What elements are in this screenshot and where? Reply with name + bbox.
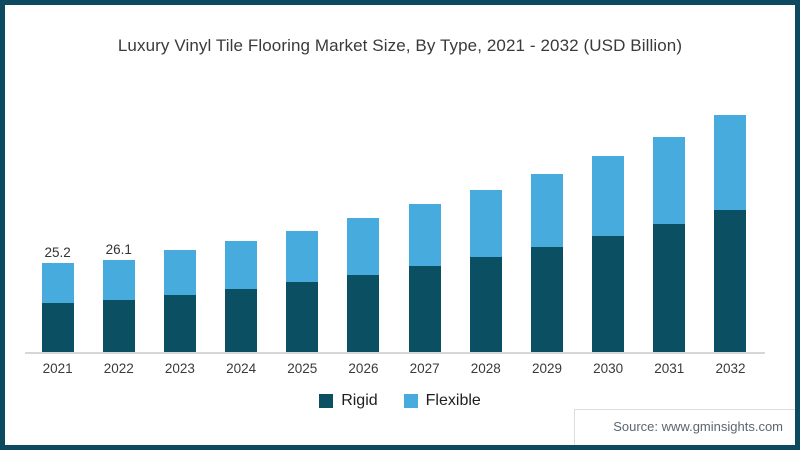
bar-stack bbox=[714, 114, 747, 352]
bar-stack bbox=[530, 174, 563, 352]
chart-title: Luxury Vinyl Tile Flooring Market Size, … bbox=[117, 36, 683, 55]
bar-stack bbox=[102, 259, 135, 352]
x-axis-label-2022: 2022 bbox=[103, 361, 134, 376]
plot-area: 25.2 26.1 bbox=[27, 100, 761, 352]
legend-item-flexible: Flexible bbox=[403, 392, 481, 410]
bar-segment-rigid bbox=[592, 236, 625, 352]
bar-stack bbox=[225, 240, 258, 352]
bar-value-label: 26.1 bbox=[105, 242, 132, 257]
bar-segment-rigid bbox=[102, 299, 135, 352]
bar-segment-rigid bbox=[163, 295, 196, 352]
bar-segment-flexible bbox=[102, 259, 135, 300]
legend: Rigid Flexible bbox=[5, 392, 795, 410]
x-axis-labels: 2021 2022 2023 2024 2025 2026 2027 2028 2029 2030… bbox=[27, 361, 761, 376]
bar-segment-flexible bbox=[653, 136, 686, 225]
bar-group-2025 bbox=[272, 100, 333, 352]
bar-segment-rigid bbox=[225, 288, 258, 352]
bar-segment-flexible bbox=[530, 174, 563, 247]
bar-group-2030 bbox=[578, 100, 639, 352]
bar-segment-flexible bbox=[592, 156, 625, 237]
x-axis-label-2027: 2027 bbox=[409, 361, 440, 376]
bar-stack bbox=[41, 262, 74, 352]
bar-stack bbox=[163, 250, 196, 352]
x-axis-label-2031: 2031 bbox=[654, 361, 685, 376]
bar-group-2029 bbox=[516, 100, 577, 352]
bar-segment-flexible bbox=[714, 114, 747, 210]
legend-label: Rigid bbox=[341, 392, 378, 409]
bar-segment-flexible bbox=[408, 203, 441, 266]
bar-stack bbox=[347, 218, 380, 352]
bar-segment-flexible bbox=[41, 262, 74, 303]
bar-stack bbox=[592, 156, 625, 352]
legend-item-rigid: Rigid bbox=[319, 392, 378, 410]
bar-segment-flexible bbox=[469, 189, 502, 257]
legend-label: Flexible bbox=[425, 392, 481, 409]
bar-group-2022: 26.1 bbox=[88, 100, 149, 352]
x-axis-label-2023: 2023 bbox=[164, 361, 195, 376]
x-axis-label-2026: 2026 bbox=[348, 361, 379, 376]
bar-group-2031 bbox=[639, 100, 700, 352]
bar-segment-flexible bbox=[225, 240, 258, 289]
bar-group-2024 bbox=[211, 100, 272, 352]
bar-stack bbox=[469, 189, 502, 352]
bar-value-label: 25.2 bbox=[44, 245, 71, 261]
x-axis-label-2024: 2024 bbox=[226, 361, 257, 376]
x-axis-label-2030: 2030 bbox=[593, 361, 624, 376]
x-axis-label-2032: 2032 bbox=[715, 361, 746, 376]
x-axis-line bbox=[25, 352, 765, 354]
x-axis-label-2028: 2028 bbox=[470, 361, 501, 376]
bar-segment-flexible bbox=[163, 250, 196, 296]
bar-group-2028 bbox=[455, 100, 516, 352]
bar-group-2032 bbox=[700, 100, 761, 352]
x-axis-label-2025: 2025 bbox=[287, 361, 318, 376]
bar-stack bbox=[408, 203, 441, 352]
bar-group-2027 bbox=[394, 100, 455, 352]
bar-segment-flexible bbox=[286, 230, 319, 283]
bar-segment-rigid bbox=[530, 246, 563, 352]
bar-segment-rigid bbox=[286, 282, 319, 352]
bar-segment-rigid bbox=[653, 224, 686, 352]
bar-segment-flexible bbox=[347, 218, 380, 276]
bar-group-2023 bbox=[149, 100, 210, 352]
legend-swatch-flexible bbox=[403, 394, 418, 408]
bar-group-2026 bbox=[333, 100, 394, 352]
x-axis-label-2021: 2021 bbox=[42, 361, 73, 376]
bar-group-2021: 25.2 bbox=[27, 100, 88, 352]
x-axis-label-2029: 2029 bbox=[531, 361, 562, 376]
bar-stack bbox=[286, 230, 319, 352]
source-note: Source: www.gminsights.com bbox=[613, 419, 783, 434]
bar-segment-rigid bbox=[41, 302, 74, 352]
bar-segment-rigid bbox=[469, 257, 502, 352]
bar-segment-rigid bbox=[347, 275, 380, 352]
bar-segment-rigid bbox=[714, 209, 747, 352]
bar-stack bbox=[653, 136, 686, 352]
source-box: Source: www.gminsights.com bbox=[574, 409, 795, 445]
bar-segment-rigid bbox=[408, 265, 441, 352]
legend-swatch-rigid bbox=[319, 394, 334, 408]
